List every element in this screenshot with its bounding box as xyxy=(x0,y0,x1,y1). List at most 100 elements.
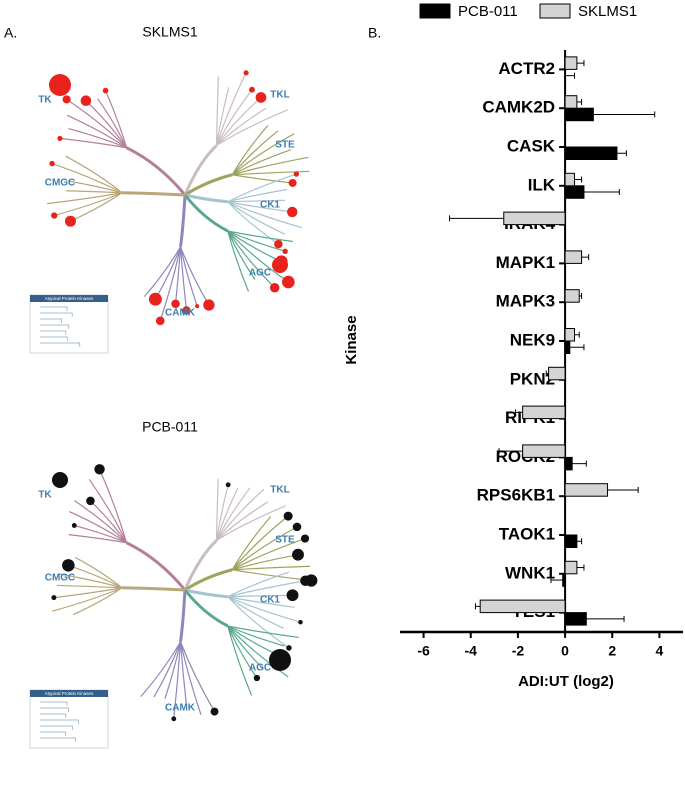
tree-branch xyxy=(183,589,229,628)
tree-twig xyxy=(232,569,312,582)
tree-twig xyxy=(215,87,230,146)
tree-twig xyxy=(179,246,188,311)
tree-branch xyxy=(184,193,228,204)
tree-twig xyxy=(174,246,182,304)
kinase-dot xyxy=(243,70,249,76)
tree-twig xyxy=(65,155,123,194)
bar xyxy=(564,328,576,342)
tree-branch xyxy=(179,589,187,642)
tree-twig xyxy=(227,580,306,598)
group-label: CMGC xyxy=(45,178,76,189)
tree-twig xyxy=(70,192,123,222)
inset-line xyxy=(40,731,67,736)
bar xyxy=(564,95,578,109)
bar xyxy=(479,599,566,614)
tree-twig xyxy=(216,505,287,542)
tree-twig xyxy=(153,641,182,698)
tree-twig xyxy=(69,511,127,544)
kinase-dot xyxy=(283,511,293,521)
tree-twig xyxy=(215,484,229,541)
kinase-dot xyxy=(272,257,288,273)
tree-twig xyxy=(173,641,182,719)
tree-twig xyxy=(215,72,247,146)
kinase-dot xyxy=(71,523,77,528)
tree-twig xyxy=(179,246,210,306)
tree-twig xyxy=(66,98,127,149)
tree-twig xyxy=(58,573,123,589)
kinase-dot xyxy=(274,239,283,249)
tree-twig xyxy=(216,501,269,541)
kinase-dot xyxy=(148,292,162,306)
group-label: CK1 xyxy=(260,200,280,211)
kinase-dot xyxy=(52,472,68,488)
tree-twig xyxy=(227,201,279,245)
kinase-dot xyxy=(293,171,300,177)
bar xyxy=(564,534,578,548)
inset-line xyxy=(40,707,69,712)
panel-label: B. xyxy=(368,25,381,41)
y-tick-label: MAPK1 xyxy=(496,253,556,272)
tree-twig xyxy=(227,625,258,679)
tree-twig xyxy=(215,478,219,541)
inset-line xyxy=(40,737,77,742)
inset-line xyxy=(40,336,68,341)
bar xyxy=(522,405,566,420)
x-tick-label: 4 xyxy=(656,643,664,659)
x-tick-label: 0 xyxy=(561,643,569,659)
tree-branch xyxy=(183,144,218,196)
group-label: CMGC xyxy=(45,573,76,584)
inset-line xyxy=(40,318,62,323)
y-tick-label: CASK xyxy=(507,136,556,155)
x-tick-label: -6 xyxy=(417,643,430,659)
y-tick-label: RPS6KB1 xyxy=(477,486,555,505)
kinase-dot xyxy=(287,206,298,218)
tree-twig xyxy=(66,114,127,149)
kinase-dot xyxy=(249,86,255,93)
bar xyxy=(564,146,618,160)
tree-twig xyxy=(232,156,309,176)
tree-twig xyxy=(68,534,127,544)
tree-twig xyxy=(227,571,290,598)
legend-swatch xyxy=(419,3,451,19)
kinase-dot xyxy=(282,275,295,289)
y-tick-label: PKN2 xyxy=(510,369,555,388)
tree-twig xyxy=(74,500,127,544)
kinase-dot xyxy=(286,589,299,602)
inset-box xyxy=(29,689,109,749)
tree-twig xyxy=(231,125,269,176)
tree-title: SKLMS1 xyxy=(142,24,197,40)
inset-line xyxy=(40,719,79,724)
kinase-dot xyxy=(62,559,75,572)
tree-twig xyxy=(53,587,123,599)
tree-twig xyxy=(74,524,127,544)
tree-branch xyxy=(184,588,228,599)
tree-twig xyxy=(215,76,219,146)
tree-twig xyxy=(97,98,128,149)
tree-twig xyxy=(227,625,285,647)
tree-twig xyxy=(231,537,306,571)
bar xyxy=(564,56,578,70)
tree-twig xyxy=(232,565,311,571)
tree-twig xyxy=(227,625,289,678)
tree-twig xyxy=(227,594,293,598)
tree-twig xyxy=(67,180,123,194)
legend-swatch xyxy=(539,3,571,19)
y-tick-label: CAMK2D xyxy=(482,98,555,117)
tree-twig xyxy=(227,201,293,213)
tree-branch xyxy=(184,173,233,197)
tree-twig xyxy=(227,230,286,252)
tree-twig xyxy=(56,584,123,589)
y-tick-label: WNK1 xyxy=(505,563,555,582)
bar xyxy=(522,444,566,458)
tree-twig xyxy=(227,625,264,670)
tree-twig xyxy=(227,201,286,235)
y-tick-label: MAPK3 xyxy=(496,292,556,311)
tree-twig xyxy=(227,230,256,280)
tree-twig xyxy=(227,596,284,630)
kinase-dot xyxy=(298,619,303,625)
tree-twig xyxy=(104,90,128,148)
group-label: TK xyxy=(38,95,52,106)
tree-twig xyxy=(52,587,123,612)
kinase-dot xyxy=(282,248,288,254)
inset-title: Atypical Protein Kinases xyxy=(45,691,94,696)
